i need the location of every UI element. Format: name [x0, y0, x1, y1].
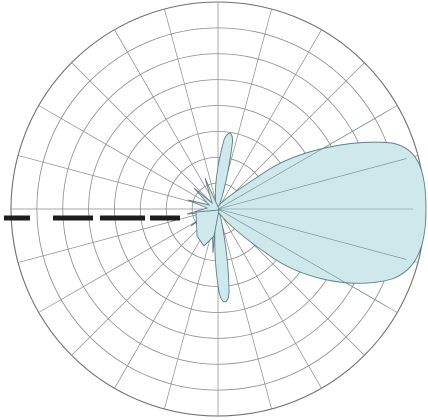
- lobe-radial-line: [217, 208, 407, 260]
- lobe-radial-line: [217, 158, 407, 210]
- lobe-radial-line: [217, 111, 388, 210]
- lobe-radial-lines: [217, 111, 413, 307]
- lobe-radial-line: [217, 208, 388, 307]
- back-lobe: [195, 209, 220, 247]
- main-lobe: [217, 141, 427, 284]
- lower-side-lobe: [214, 213, 230, 303]
- radiation-lobes: [186, 132, 427, 303]
- upper-side-lobe: [214, 132, 233, 207]
